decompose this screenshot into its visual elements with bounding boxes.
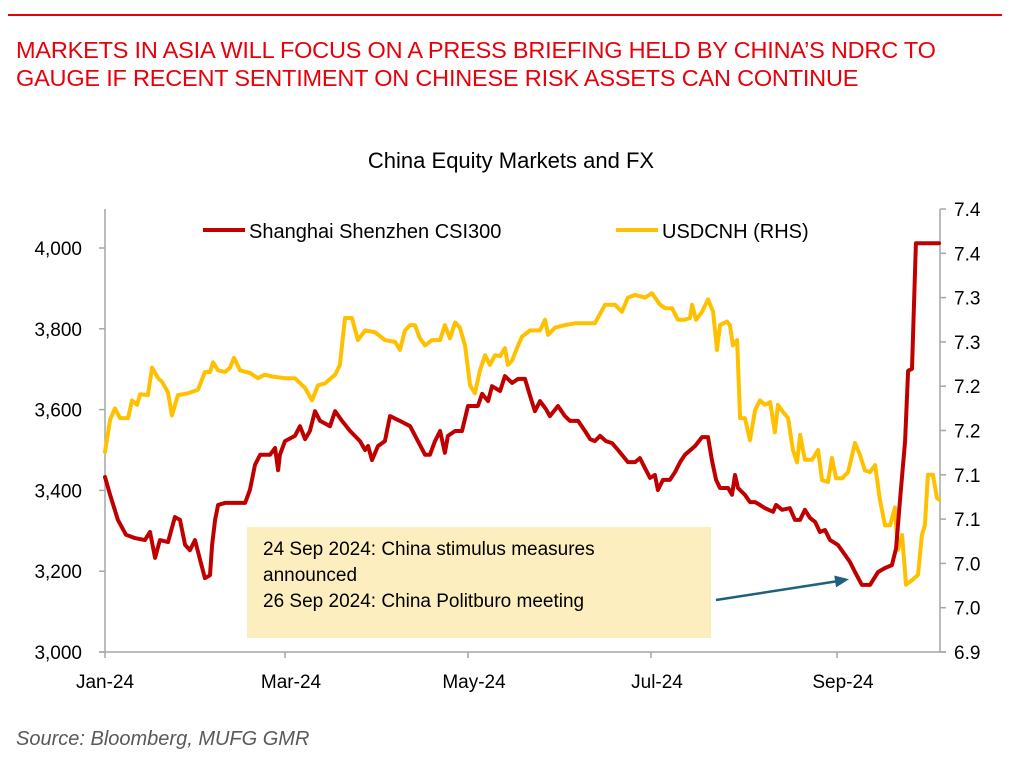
right-tick-label: 7.4 — [954, 200, 981, 221]
headline: MARKETS IN ASIA WILL FOCUS ON A PRESS BR… — [16, 37, 936, 91]
annotation-line-3: 26 Sep 2024: China Politburo meeting — [263, 591, 585, 612]
right-tick-label: 7.0 — [954, 554, 980, 575]
series-layer — [103, 241, 941, 587]
axes: 3,000 3,200 3,400 3,600 3,800 4,000 6.9 7.0 7.0 7… — [34, 200, 980, 693]
right-tick-label: 7.4 — [954, 244, 981, 265]
annotation-line-1: 24 Sep 2024: China stimulus measures — [263, 539, 595, 560]
right-tick-label: 7.2 — [954, 422, 980, 443]
right-tick-label: 7.3 — [954, 289, 980, 310]
source-note: Source: Bloomberg, MUFG GMR — [16, 728, 310, 750]
annotation-arrow-layer — [715, 575, 849, 602]
x-tick-label: May-24 — [442, 672, 506, 693]
x-tick-label: Jul-24 — [631, 672, 683, 693]
x-tick-label: Jan-24 — [76, 672, 135, 693]
right-tick-label: 7.2 — [954, 377, 980, 398]
top-rule — [8, 14, 1002, 16]
right-tick-label: 7.1 — [954, 466, 980, 487]
series-line-csi300 — [103, 241, 941, 587]
legend-label-usdcnh: USDCNH (RHS) — [662, 221, 809, 243]
annotation-box: 24 Sep 2024: China stimulus measures ann… — [247, 527, 711, 638]
left-tick-label: 4,000 — [34, 239, 82, 260]
series-line-usdcnh — [103, 291, 941, 587]
annotation-arrow-shaft — [715, 580, 838, 602]
right-tick-label: 6.9 — [954, 643, 980, 664]
left-tick-label: 3,200 — [34, 562, 82, 583]
annotation-arrow-head — [834, 575, 849, 588]
right-tick-label: 7.0 — [954, 599, 980, 620]
legend-label-csi300: Shanghai Shenzhen CSI300 — [249, 221, 501, 243]
right-tick-label: 7.3 — [954, 333, 980, 354]
left-tick-label: 3,400 — [34, 481, 82, 502]
x-tick-label: Sep-24 — [812, 672, 874, 693]
left-tick-label: 3,600 — [34, 401, 82, 422]
annotation-line-2: announced — [263, 565, 358, 586]
left-tick-label: 3,000 — [34, 643, 82, 664]
right-tick-label: 7.1 — [954, 510, 980, 531]
chart-title: China Equity Markets and FX — [367, 148, 655, 173]
x-tick-label: Mar-24 — [261, 672, 322, 693]
legend: Shanghai Shenzhen CSI300 USDCNH (RHS) — [203, 221, 809, 243]
left-tick-label: 3,800 — [34, 320, 82, 341]
